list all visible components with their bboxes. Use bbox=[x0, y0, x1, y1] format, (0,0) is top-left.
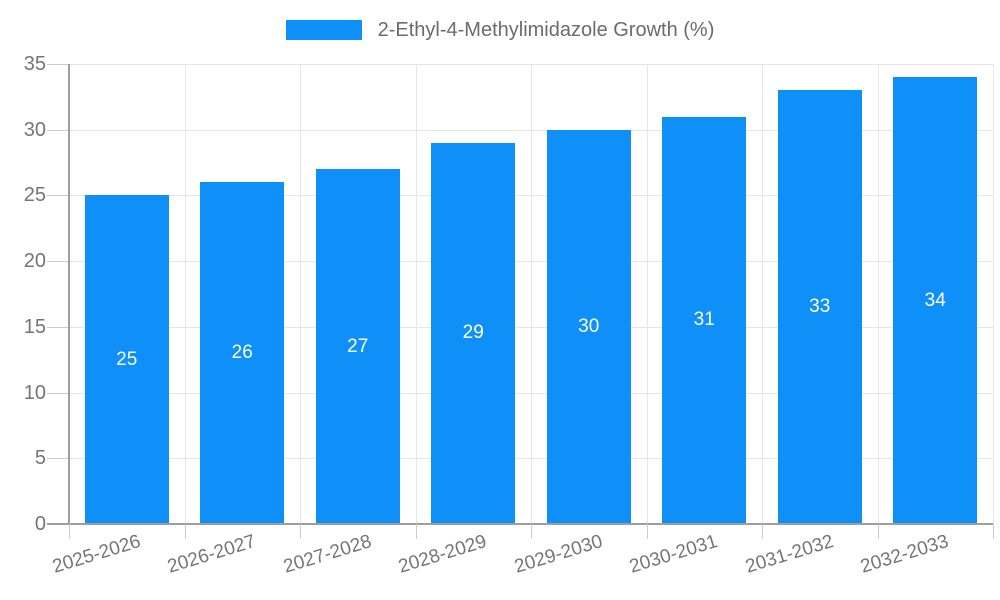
bar-value-label: 25 bbox=[116, 348, 138, 370]
v-gridline bbox=[531, 64, 532, 524]
bar-value-label: 34 bbox=[924, 289, 946, 311]
v-gridline bbox=[877, 64, 879, 524]
y-axis-label: 35 bbox=[23, 53, 46, 75]
y-axis-label: 15 bbox=[23, 315, 46, 338]
y-tick bbox=[47, 129, 69, 131]
bar[interactable] bbox=[200, 182, 285, 524]
x-tick bbox=[184, 524, 186, 539]
bar-value-label: 26 bbox=[231, 342, 253, 364]
y-tick bbox=[47, 458, 69, 460]
v-gridline bbox=[300, 64, 301, 524]
x-tick bbox=[300, 524, 301, 539]
v-gridline bbox=[646, 64, 648, 524]
x-tick bbox=[531, 524, 532, 539]
y-axis-label: 0 bbox=[34, 513, 46, 535]
bar-value-label: 30 bbox=[578, 315, 600, 337]
y-axis-line bbox=[68, 64, 70, 524]
y-tick bbox=[47, 64, 69, 65]
y-tick bbox=[47, 261, 69, 263]
y-tick bbox=[47, 195, 69, 197]
bar[interactable] bbox=[431, 142, 516, 524]
bar-value-label: 27 bbox=[347, 335, 369, 357]
bar[interactable] bbox=[315, 169, 400, 524]
bar[interactable] bbox=[546, 129, 631, 524]
bar-value-label: 29 bbox=[462, 322, 484, 344]
bar[interactable] bbox=[777, 90, 862, 524]
y-axis-label: 10 bbox=[23, 381, 46, 404]
v-gridline bbox=[993, 64, 994, 524]
y-axis-label: 20 bbox=[23, 250, 46, 273]
x-tick bbox=[993, 524, 994, 539]
v-gridline bbox=[415, 64, 417, 524]
bar-value-label: 33 bbox=[809, 296, 831, 318]
x-tick bbox=[646, 524, 648, 539]
legend-label: 2-Ethyl-4-Methylimidazole Growth (%) bbox=[377, 18, 715, 41]
y-tick bbox=[47, 326, 69, 328]
y-tick bbox=[47, 392, 69, 394]
v-gridline bbox=[184, 64, 186, 524]
x-tick bbox=[69, 524, 70, 539]
x-tick bbox=[762, 524, 763, 539]
x-tick bbox=[877, 524, 879, 539]
bar[interactable] bbox=[893, 77, 978, 524]
y-axis-label: 5 bbox=[34, 447, 46, 470]
x-axis-line bbox=[47, 523, 993, 525]
bar[interactable] bbox=[662, 116, 747, 524]
bar-value-label: 31 bbox=[693, 309, 715, 331]
bar[interactable] bbox=[84, 195, 169, 524]
y-axis-label: 25 bbox=[23, 184, 46, 207]
v-gridline bbox=[762, 64, 763, 524]
legend-swatch-icon bbox=[285, 20, 362, 40]
x-tick bbox=[415, 524, 417, 539]
y-axis-label: 30 bbox=[23, 118, 46, 141]
chart-legend[interactable]: 2-Ethyl-4-Methylimidazole Growth (%) bbox=[0, 15, 1000, 45]
